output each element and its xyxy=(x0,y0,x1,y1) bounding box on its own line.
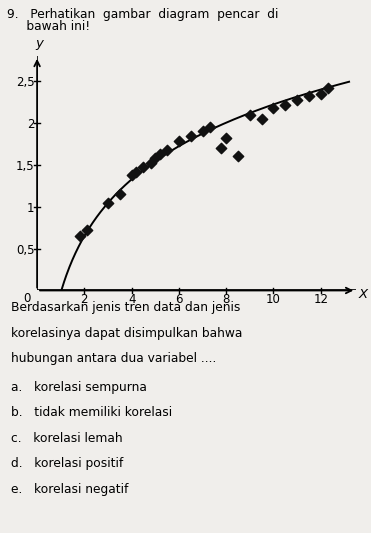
Point xyxy=(306,92,312,100)
Point xyxy=(141,162,147,171)
Point xyxy=(105,198,111,207)
Text: c.   korelasi lemah: c. korelasi lemah xyxy=(11,432,123,445)
Point xyxy=(148,159,154,167)
Point xyxy=(164,146,170,154)
Point xyxy=(294,95,300,104)
Text: Berdasarkan jenis tren data dan jenis: Berdasarkan jenis tren data dan jenis xyxy=(11,301,240,314)
Point xyxy=(200,127,206,135)
Point xyxy=(176,137,182,146)
Point xyxy=(129,171,135,179)
Point xyxy=(117,190,123,198)
Text: d.   korelasi positif: d. korelasi positif xyxy=(11,457,124,470)
Point xyxy=(77,232,83,240)
Text: a.   korelasi sempurna: a. korelasi sempurna xyxy=(11,381,147,393)
Point xyxy=(219,144,224,152)
Point xyxy=(270,103,276,112)
Point xyxy=(152,154,158,163)
Point xyxy=(223,134,229,142)
Point xyxy=(188,131,194,140)
Point xyxy=(157,150,163,158)
Point xyxy=(84,226,90,235)
Text: 9.   Perhatikan  gambar  diagram  pencar  di: 9. Perhatikan gambar diagram pencar di xyxy=(7,8,279,21)
Point xyxy=(259,115,265,123)
Text: X: X xyxy=(358,288,368,301)
Text: 0: 0 xyxy=(23,293,30,305)
Point xyxy=(207,123,213,132)
Point xyxy=(235,152,241,161)
Point xyxy=(318,90,324,98)
Point xyxy=(134,167,139,176)
Text: y: y xyxy=(36,37,43,50)
Point xyxy=(282,100,288,109)
Text: bawah ini!: bawah ini! xyxy=(7,20,91,33)
Text: korelasinya dapat disimpulkan bahwa: korelasinya dapat disimpulkan bahwa xyxy=(11,327,243,340)
Point xyxy=(247,110,253,119)
Text: e.   korelasi negatif: e. korelasi negatif xyxy=(11,483,128,496)
Text: b.   tidak memiliki korelasi: b. tidak memiliki korelasi xyxy=(11,406,172,419)
Point xyxy=(325,84,331,92)
Text: hubungan antara dua variabel ....: hubungan antara dua variabel .... xyxy=(11,352,217,365)
